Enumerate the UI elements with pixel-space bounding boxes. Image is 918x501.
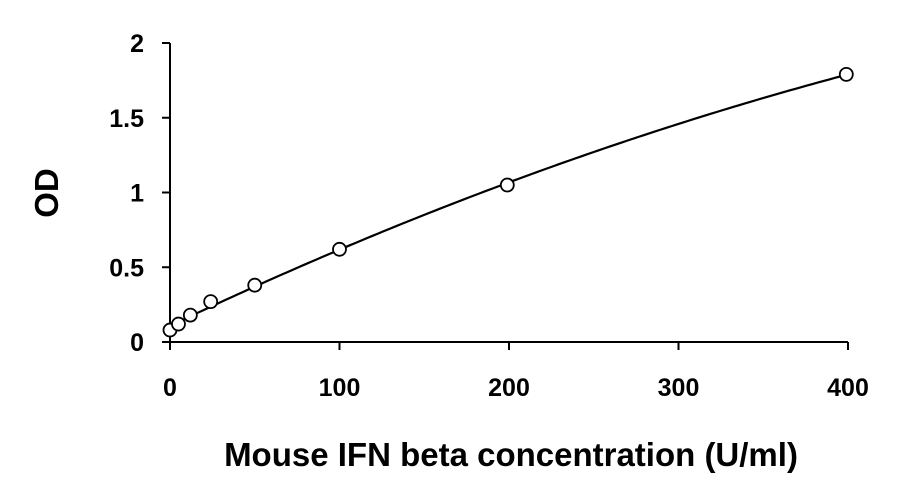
y-tick-label: 0 [130, 329, 144, 357]
data-points [162, 66, 854, 338]
y-tick-label: 1.5 [109, 105, 144, 133]
y-tick-label: 0.5 [109, 254, 144, 282]
axes [169, 43, 848, 343]
x-axis-title: Mouse IFN beta concentration (U/ml) [224, 436, 798, 473]
data-point [247, 277, 263, 293]
data-point [182, 307, 198, 323]
fit-curve [169, 73, 847, 327]
y-tick-label: 1 [130, 180, 144, 208]
y-ticks: 0 0.5 1 1.5 2 [109, 30, 170, 357]
data-point [203, 294, 219, 310]
x-tick-label: 0 [163, 374, 177, 402]
x-tick-label: 300 [658, 374, 700, 402]
x-ticks: 0 100 200 300 400 [163, 342, 869, 402]
x-tick-label: 400 [827, 374, 869, 402]
x-tick-label: 100 [319, 374, 361, 402]
data-point [499, 177, 515, 193]
x-tick-label: 200 [488, 374, 530, 402]
y-axis-title: OD [28, 168, 65, 218]
data-point [838, 66, 854, 82]
y-tick-label: 2 [130, 30, 144, 58]
data-point [332, 241, 347, 257]
data-point [171, 316, 186, 332]
